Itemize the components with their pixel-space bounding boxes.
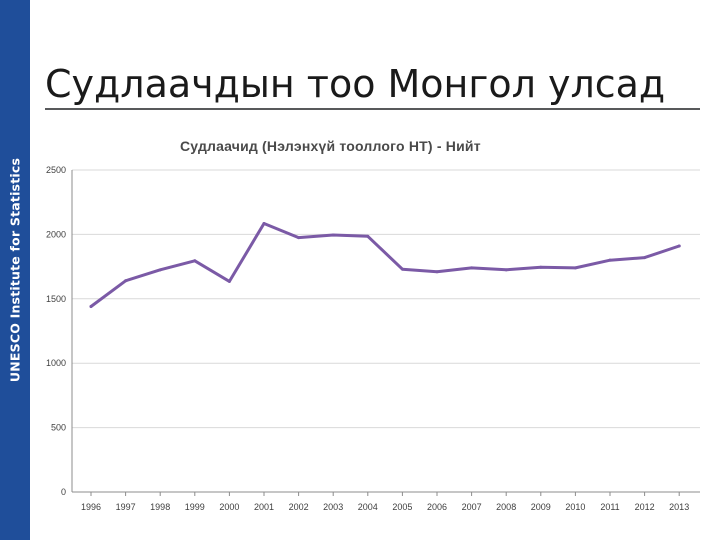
x-tick-label: 2013 [669, 502, 689, 512]
x-tick-label: 2008 [496, 502, 516, 512]
series-line [89, 222, 681, 308]
slide-title: Судлаачдын тоо Монгол улсад [45, 62, 666, 106]
x-tick-label: 2005 [392, 502, 412, 512]
x-tick-label: 2003 [323, 502, 343, 512]
data-point [573, 266, 577, 270]
y-tick-label: 500 [51, 423, 66, 433]
sidebar-band: UNESCO Institute for Statistics [0, 0, 30, 540]
x-tick-label: 2012 [635, 502, 655, 512]
x-tick-label: 2000 [219, 502, 239, 512]
data-point [331, 233, 335, 237]
x-tick-label: 2010 [565, 502, 585, 512]
title-divider [45, 108, 700, 110]
y-tick-label: 2500 [46, 165, 66, 175]
y-tick-label: 2000 [46, 229, 66, 239]
chart-title: Судлаачид (Нэлэнхүй тооллого НТ) - Нийт [180, 138, 481, 154]
data-point [124, 279, 128, 283]
data-point [643, 256, 647, 260]
data-point [262, 221, 266, 225]
data-point [608, 258, 612, 262]
data-point [470, 266, 474, 270]
y-tick-label: 0 [61, 487, 66, 497]
x-tick-label: 2009 [531, 502, 551, 512]
x-tick-label: 2011 [600, 502, 619, 512]
data-point [366, 234, 370, 238]
x-tick-label: 2006 [427, 502, 447, 512]
x-tick-label: 1998 [150, 502, 170, 512]
x-tick-label: 1997 [116, 502, 136, 512]
data-point [193, 259, 197, 263]
data-point [89, 305, 93, 309]
data-point [227, 279, 231, 283]
y-tick-label: 1500 [46, 294, 66, 304]
x-tick-label: 2001 [254, 502, 274, 512]
data-point [677, 244, 681, 248]
x-tick-label: 1999 [185, 502, 205, 512]
data-point [400, 267, 404, 271]
data-point [435, 270, 439, 274]
data-point [158, 268, 162, 272]
y-tick-label: 1000 [46, 358, 66, 368]
data-point [297, 236, 301, 240]
x-tick-label: 1996 [81, 502, 101, 512]
x-tick-label: 2007 [462, 502, 482, 512]
data-point [504, 268, 508, 272]
x-tick-label: 2004 [358, 502, 378, 512]
x-tick-label: 2002 [289, 502, 309, 512]
data-point [539, 265, 543, 269]
